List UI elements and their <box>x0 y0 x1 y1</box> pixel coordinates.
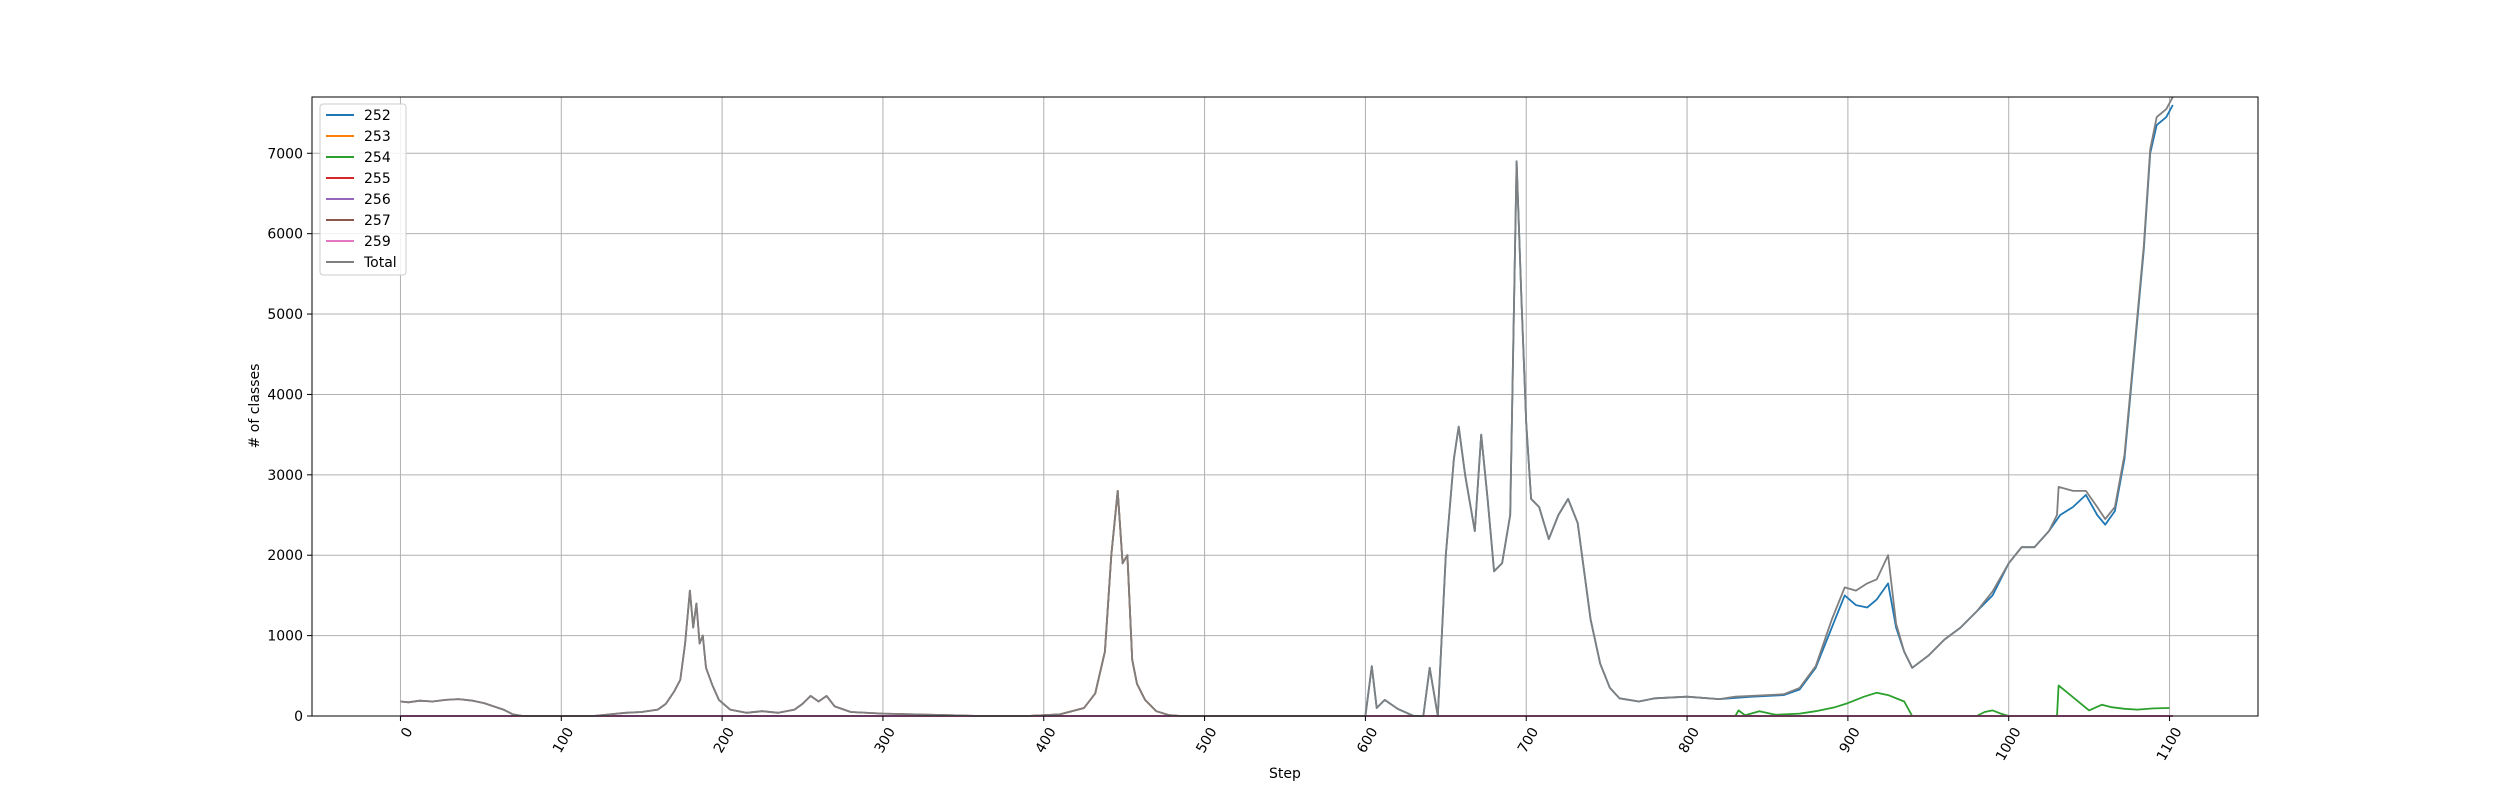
legend-label-253: 253 <box>364 129 391 145</box>
series-line-total <box>400 96 2174 717</box>
y-tick-label: 7000 <box>267 146 303 162</box>
series-line-252 <box>400 104 2174 717</box>
x-tick-label: 1000 <box>1993 725 2025 764</box>
y-tick-label: 3000 <box>267 468 303 484</box>
legend-box <box>319 103 407 276</box>
legend-label-254: 254 <box>364 150 391 166</box>
legend-label-259: 259 <box>364 234 391 250</box>
series-line-254 <box>400 684 2170 717</box>
y-axis-ticks: 0 1000 2000 3000 4000 5000 6000 7000 <box>267 146 312 725</box>
x-tick-label: 200 <box>711 725 738 756</box>
x-tick-label: 900 <box>1837 725 1864 756</box>
y-tick-label: 6000 <box>267 227 303 243</box>
series-line-253 <box>400 489 2173 717</box>
x-tick-label: 600 <box>1354 725 1381 756</box>
y-tick-label: 2000 <box>267 548 303 564</box>
x-axis-ticks: 0 100 200 300 400 500 600 700 800 900 1000 1100 <box>398 716 2185 764</box>
legend: 252 253 254 255 256 257 259 Total <box>319 103 407 276</box>
legend-label-255: 255 <box>364 171 391 187</box>
series-line-257 <box>400 489 2173 717</box>
y-tick-label: 4000 <box>267 387 303 403</box>
x-tick-label: 500 <box>1193 725 1220 756</box>
x-tick-label: 0 <box>398 725 416 741</box>
x-tick-label: 300 <box>872 725 899 756</box>
x-tick-label: 800 <box>1676 725 1703 756</box>
x-tick-label: 1100 <box>2154 725 2186 764</box>
legend-label-256: 256 <box>364 192 391 208</box>
y-axis-label: # of classes <box>247 364 263 449</box>
plot-frame <box>311 96 2259 717</box>
x-tick-label: 100 <box>550 725 577 756</box>
x-axis-label: Step <box>1269 766 1301 782</box>
legend-label-252: 252 <box>364 108 391 124</box>
y-tick-label: 0 <box>294 709 303 725</box>
legend-label-total: Total <box>363 255 397 271</box>
y-tick-label: 1000 <box>267 629 303 645</box>
legend-label-257: 257 <box>364 213 391 229</box>
x-tick-label: 400 <box>1032 725 1059 756</box>
y-tick-label: 5000 <box>267 307 303 323</box>
x-tick-label: 700 <box>1515 725 1542 756</box>
series-lines <box>400 96 2174 717</box>
